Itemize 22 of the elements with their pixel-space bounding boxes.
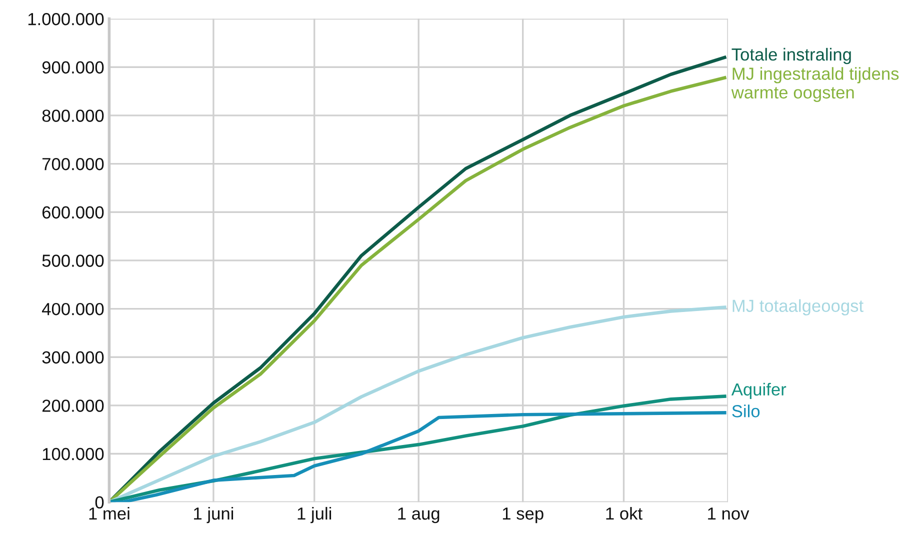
y-tick-label: 900.000 xyxy=(42,61,104,74)
series-label: MJ totaalgeoogst xyxy=(732,299,864,316)
series-label: Totale instraling xyxy=(732,48,851,64)
y-tick-label: 200.000 xyxy=(42,400,104,412)
x-tick-label: 1 sep xyxy=(502,508,544,524)
y-tick-label: 1.000.000 xyxy=(28,12,104,26)
y-tick-label: 600.000 xyxy=(42,206,104,219)
y-tick-label: 300.000 xyxy=(42,351,104,364)
y-tick-label: 100.000 xyxy=(42,448,104,460)
y-tick-label: 400.000 xyxy=(42,302,104,316)
y-tick-label: 700.000 xyxy=(42,158,104,170)
series-label: Aquifer xyxy=(731,382,786,400)
y-tick-label: 800.000 xyxy=(42,110,104,122)
y-tick-label: 500.000 xyxy=(42,254,104,267)
x-tick-label: 1 okt xyxy=(606,506,642,520)
x-tick-label: 1 juni xyxy=(194,506,234,524)
x-tick-label: 1 aug xyxy=(398,508,440,524)
y-tick-label: 0 xyxy=(95,496,104,509)
x-tick-label: 1 nov xyxy=(708,508,750,520)
x-tick-label: 1 juli xyxy=(298,506,332,524)
series-label: Silo xyxy=(732,404,760,418)
series-label: MJ ingestraald tijdens warmte oogsten xyxy=(731,67,899,102)
